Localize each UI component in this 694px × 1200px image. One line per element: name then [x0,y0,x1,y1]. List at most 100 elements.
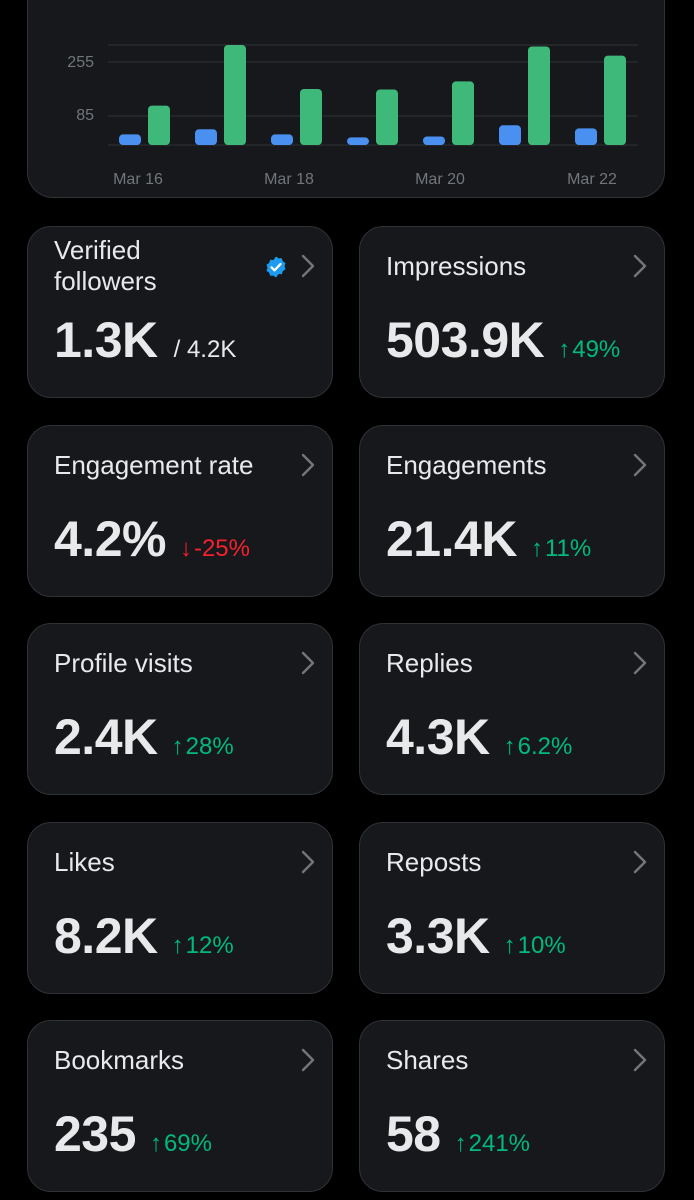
chevron-right-icon[interactable] [298,1047,318,1073]
chevron-right-icon[interactable] [630,849,650,875]
bar-green-mar-20[interactable] [452,81,474,145]
chevron-right-icon[interactable] [298,650,318,676]
value-row: 8.2K ↑12% [54,907,234,965]
stat-card-profile-visits[interactable]: Profile visits 2.4K ↑28% [27,623,333,795]
value-row: 1.3K / 4.2K [54,311,236,369]
metric-total: / 4.2K [173,336,237,363]
x-tick-label: Mar 16 [113,171,163,188]
metric-value: 4.3K [386,709,490,765]
bar-green-mar-19[interactable] [376,89,398,145]
card-title: Replies [386,648,473,678]
stat-card-reposts[interactable]: Reposts 3.3K ↑10% [359,822,665,994]
bar-green-mar-22[interactable] [604,55,626,145]
stat-card-verified-followers[interactable]: Verified followers 1.3K / 4.2K [27,226,333,398]
card-title: Engagement rate [54,450,254,480]
metric-value: 58 [386,1106,441,1162]
delta-text: 28% [185,733,234,760]
stat-card-shares[interactable]: Shares 58 ↑241% [359,1020,665,1192]
x-tick-label: Mar 18 [264,171,314,188]
metric-delta: ↑69% [150,1130,212,1158]
chevron-right-icon[interactable] [298,253,318,279]
metric-value: 1.3K [54,312,158,368]
metric-value: 8.2K [54,908,158,964]
x-tick-label: Mar 22 [567,171,617,188]
bar-green-mar-18[interactable] [300,88,322,145]
card-title: Likes [54,847,115,877]
delta-text: 241% [468,1130,531,1157]
arrow-up-icon: ↑ [171,932,184,959]
stat-card-impressions[interactable]: Impressions 503.9K ↑49% [359,226,665,398]
metric-value: 21.4K [386,511,517,567]
arrow-up-icon: ↑ [503,932,516,959]
arrow-up-icon: ↑ [530,535,543,562]
arrow-up-icon: ↑ [503,733,516,760]
chevron-right-icon[interactable] [630,650,650,676]
value-row: 2.4K ↑28% [54,708,234,766]
metric-delta: ↑10% [504,932,566,960]
metric-value: 235 [54,1106,136,1162]
metric-delta: ↓-25% [180,535,250,563]
metric-value: 4.2% [54,511,166,567]
delta-text: -25% [193,535,250,562]
bar-blue-mar-22[interactable] [575,128,597,145]
x-tick-label: Mar 20 [415,171,465,188]
stat-card-replies[interactable]: Replies 4.3K ↑6.2% [359,623,665,795]
value-row: 235 ↑69% [54,1105,212,1163]
delta-text: 10% [517,932,566,959]
delta-text: 12% [185,932,234,959]
value-row: 503.9K ↑49% [386,311,620,369]
delta-text: 69% [163,1130,212,1157]
bar-blue-mar-16[interactable] [119,134,141,145]
y-tick-label: 85 [76,107,94,124]
card-title: Impressions [386,251,527,281]
bar-green-mar-21[interactable] [528,46,550,145]
bar-blue-mar-20[interactable] [423,136,445,145]
bar-chart-card: 255 85 Mar 16 Mar 18 Mar 20 Mar 22 [27,0,665,198]
arrow-up-icon: ↑ [149,1130,162,1157]
metric-delta: ↑12% [172,932,234,960]
delta-text: 49% [572,336,621,363]
bar-blue-mar-19[interactable] [347,137,369,145]
metric-delta: ↑11% [531,535,591,563]
verified-badge-icon [264,255,288,279]
value-row: 4.3K ↑6.2% [386,708,572,766]
card-title: Bookmarks [54,1045,185,1075]
y-tick-label: 255 [67,54,94,71]
chevron-right-icon[interactable] [298,452,318,478]
card-title: Verified followers [54,235,157,296]
chevron-right-icon[interactable] [630,1047,650,1073]
metric-value: 503.9K [386,312,545,368]
card-title: Shares [386,1045,469,1075]
metric-delta: ↑241% [455,1130,530,1158]
arrow-up-icon: ↑ [454,1130,467,1157]
stat-card-engagements[interactable]: Engagements 21.4K ↑11% [359,425,665,597]
stat-card-likes[interactable]: Likes 8.2K ↑12% [27,822,333,994]
stat-card-engagement-rate[interactable]: Engagement rate 4.2% ↓-25% [27,425,333,597]
value-row: 4.2% ↓-25% [54,510,250,568]
bar-green-mar-16[interactable] [148,105,170,145]
value-row: 3.3K ↑10% [386,907,566,965]
arrow-up-icon: ↑ [558,336,571,363]
bar-blue-mar-17[interactable] [195,129,217,145]
bar-green-mar-17[interactable] [224,45,246,145]
metric-delta: ↑6.2% [504,733,573,761]
metric-delta: ↑28% [172,733,234,761]
stat-card-bookmarks[interactable]: Bookmarks 235 ↑69% [27,1020,333,1192]
chevron-right-icon[interactable] [630,452,650,478]
metric-value: 2.4K [54,709,158,765]
card-title: Engagements [386,450,547,480]
arrow-up-icon: ↑ [171,733,184,760]
bar-blue-mar-18[interactable] [271,134,293,145]
card-title: Profile visits [54,648,193,678]
metric-delta: ↑49% [558,336,620,364]
value-row: 58 ↑241% [386,1105,530,1163]
metric-value: 3.3K [386,908,490,964]
arrow-down-icon: ↓ [179,535,192,562]
value-row: 21.4K ↑11% [386,510,591,568]
card-title: Reposts [386,847,482,877]
bar-blue-mar-21[interactable] [499,125,521,145]
chevron-right-icon[interactable] [630,253,650,279]
delta-text: 6.2% [517,733,573,760]
chevron-right-icon[interactable] [298,849,318,875]
delta-text: 11% [544,535,592,562]
